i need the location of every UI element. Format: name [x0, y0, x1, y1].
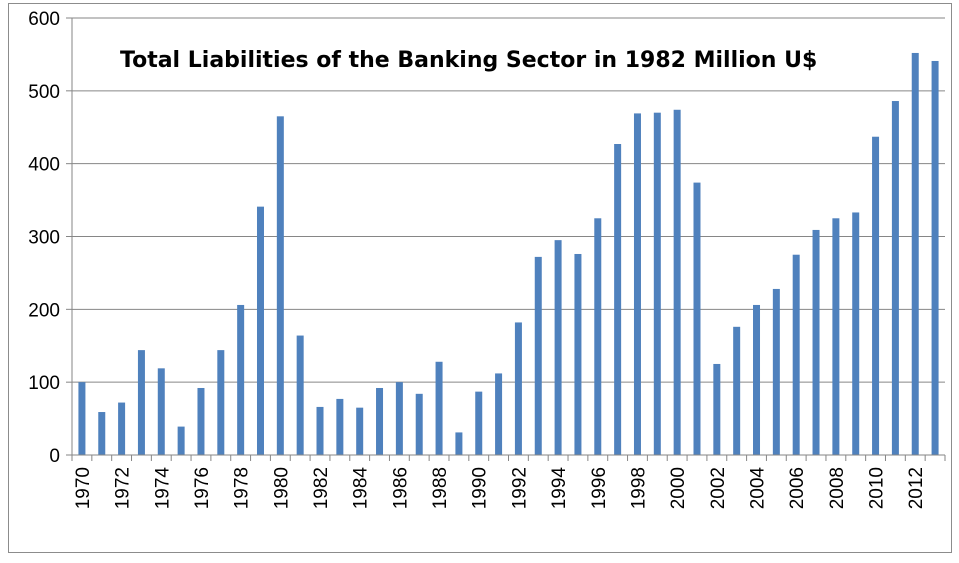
- bars: [78, 52, 939, 456]
- x-tick-label: 1988: [430, 467, 451, 509]
- x-tick-label: 1972: [113, 467, 134, 509]
- x-tick-label: 1990: [470, 467, 491, 509]
- bar-1985: [376, 387, 384, 455]
- x-tick-label: 1992: [509, 467, 530, 509]
- bar-2002: [713, 363, 721, 455]
- x-tick-label: 2012: [906, 467, 927, 509]
- bar-1982: [316, 406, 324, 455]
- bar-1995: [574, 253, 582, 455]
- x-tick-label: 2008: [827, 467, 848, 509]
- bar-1990: [475, 391, 483, 455]
- y-tick-label: 0: [49, 446, 60, 467]
- bar-1976: [197, 387, 205, 455]
- bar-1972: [118, 402, 126, 455]
- x-tick-label: 1974: [152, 467, 173, 510]
- bar-1975: [177, 426, 185, 455]
- bar-2004: [753, 304, 761, 455]
- bar-2007: [812, 229, 820, 455]
- bar-2011: [891, 101, 899, 455]
- bar-1998: [633, 113, 641, 455]
- bar-1996: [594, 218, 602, 455]
- bar-1980: [276, 116, 284, 455]
- bar-2010: [872, 136, 880, 455]
- y-tick-label: 200: [28, 300, 60, 321]
- x-tick-label: 1976: [192, 467, 213, 509]
- x-tick-label: 1970: [73, 467, 94, 509]
- x-tick-label: 1986: [390, 467, 411, 509]
- bar-2001: [693, 182, 701, 455]
- x-tick-label: 1982: [311, 467, 332, 509]
- y-tick-label: 600: [28, 9, 60, 30]
- y-tick-label: 300: [28, 228, 60, 249]
- x-tick-labels: 1970 1972 1974 1976 1978 1980 1982 1984 1986 1988…: [73, 467, 927, 510]
- bar-1993: [534, 256, 542, 455]
- bar-1977: [217, 350, 225, 455]
- y-tick-labels: 0 100 200 300 400 500 600: [28, 9, 60, 467]
- bar-2005: [772, 288, 780, 455]
- x-tick-label: 2002: [708, 467, 729, 509]
- y-tick-label: 500: [28, 82, 60, 103]
- bar-1989: [455, 432, 463, 455]
- bar-2013: [931, 60, 939, 455]
- bar-2012: [911, 52, 919, 456]
- y-tick-label: 100: [28, 373, 60, 394]
- bar-1978: [237, 304, 245, 455]
- bar-1986: [395, 382, 403, 455]
- x-tick-label: 2010: [867, 467, 888, 509]
- bar-1999: [653, 112, 661, 456]
- x-tick-label: 1980: [271, 467, 292, 509]
- axes: [71, 18, 946, 461]
- bar-1992: [514, 322, 522, 455]
- bar-1988: [435, 361, 443, 455]
- bar-2006: [792, 254, 800, 455]
- bar-1984: [356, 407, 364, 455]
- bar-1974: [157, 368, 165, 455]
- bar-1981: [296, 335, 304, 455]
- x-tick-label: 2006: [787, 467, 808, 509]
- bar-1973: [137, 350, 145, 455]
- chart-title: Total Liabilities of the Banking Sector …: [120, 48, 817, 73]
- x-tick-label: 2004: [748, 467, 769, 510]
- bar-1994: [554, 240, 562, 455]
- x-tick-label: 1994: [549, 467, 570, 510]
- bar-1983: [336, 398, 344, 455]
- bar-2009: [852, 212, 860, 455]
- bar-1991: [495, 373, 503, 455]
- y-tick-label: 400: [28, 155, 60, 176]
- x-tick-label: 1996: [589, 467, 610, 509]
- x-tick-label: 1978: [232, 467, 253, 509]
- x-tick-label: 1998: [628, 467, 649, 509]
- bar-2000: [673, 109, 681, 456]
- x-tick-label: 2000: [668, 467, 689, 509]
- bar-1979: [256, 206, 264, 455]
- bar-1971: [98, 412, 106, 455]
- bar-2008: [832, 218, 840, 455]
- bar-2003: [733, 326, 741, 455]
- bar-1987: [415, 393, 423, 455]
- bar-1970: [78, 382, 86, 455]
- bar-1997: [614, 144, 622, 455]
- x-tick-label: 1984: [351, 467, 372, 510]
